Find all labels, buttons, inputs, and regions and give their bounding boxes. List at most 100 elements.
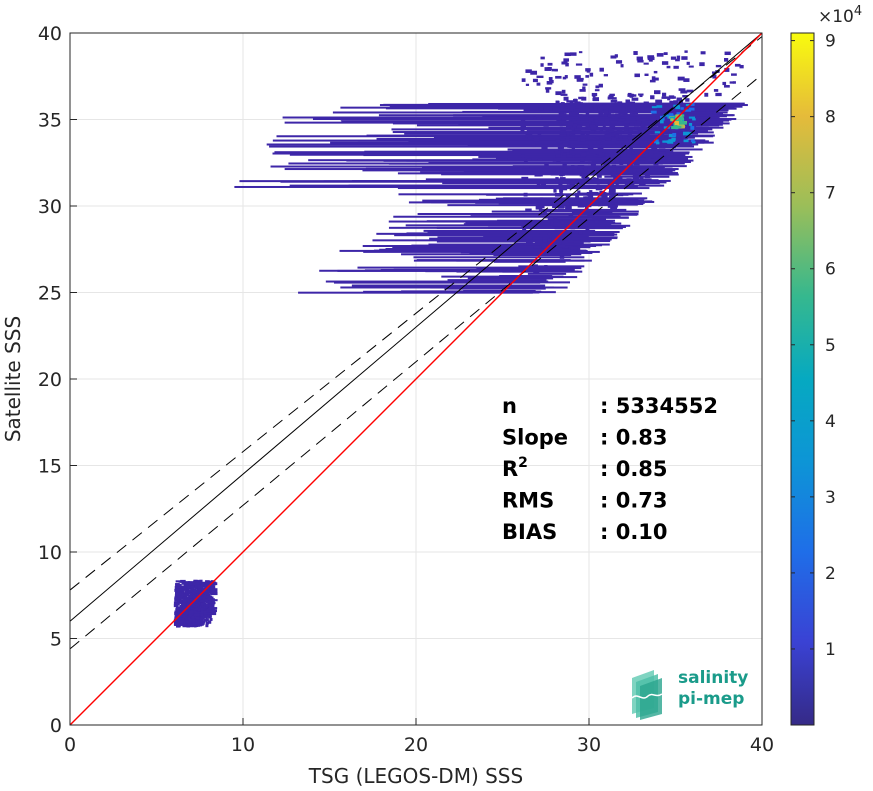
density-cell bbox=[552, 205, 558, 208]
density-cell bbox=[179, 623, 185, 626]
density-cell bbox=[589, 107, 594, 111]
density-cell bbox=[182, 599, 186, 603]
density-streak bbox=[388, 226, 619, 229]
density-cell bbox=[637, 126, 643, 130]
density-cell bbox=[536, 75, 544, 78]
density-cell bbox=[684, 109, 692, 112]
density-cell bbox=[538, 107, 544, 111]
density-cell bbox=[724, 67, 730, 72]
density-cell bbox=[198, 582, 203, 587]
density-cell bbox=[690, 102, 695, 106]
density-cell bbox=[622, 198, 627, 203]
density-cell bbox=[636, 108, 641, 111]
density-cell bbox=[189, 595, 193, 599]
density-streak bbox=[385, 116, 707, 119]
density-cell bbox=[580, 168, 584, 173]
density-cell bbox=[598, 197, 604, 202]
density-cell bbox=[639, 94, 643, 98]
density-cell bbox=[587, 127, 592, 130]
density-cell bbox=[199, 579, 203, 583]
density-cell bbox=[547, 66, 552, 71]
density-cell bbox=[202, 600, 206, 604]
density-cell bbox=[576, 126, 583, 130]
density-cell bbox=[203, 584, 207, 588]
density-cell bbox=[564, 75, 568, 79]
density-cell bbox=[192, 619, 196, 623]
density-cell bbox=[599, 129, 603, 133]
density-streak bbox=[289, 153, 686, 156]
density-cell bbox=[629, 123, 635, 127]
density-cell bbox=[562, 142, 568, 146]
density-cell bbox=[583, 165, 588, 170]
density-cell bbox=[608, 167, 614, 172]
density-cell bbox=[570, 52, 577, 56]
density-streak bbox=[512, 149, 674, 152]
density-cell bbox=[596, 136, 600, 140]
density-cell bbox=[561, 61, 568, 65]
density-cell bbox=[687, 132, 692, 135]
density-streak bbox=[430, 286, 568, 289]
density-cell bbox=[681, 136, 689, 140]
density-cell bbox=[624, 120, 630, 124]
density-cell bbox=[628, 168, 633, 173]
density-cell bbox=[557, 171, 561, 175]
density-cell bbox=[660, 120, 664, 124]
density-cell bbox=[553, 217, 558, 221]
density-cell bbox=[208, 600, 212, 604]
density-cell bbox=[590, 164, 596, 167]
density-cell bbox=[676, 112, 681, 115]
logo-line-1: salinity bbox=[678, 668, 748, 688]
density-cell bbox=[199, 623, 203, 627]
density-cell bbox=[545, 87, 552, 90]
density-cell bbox=[636, 120, 642, 124]
density-cell bbox=[189, 623, 193, 627]
density-cell bbox=[651, 106, 657, 109]
density-cell bbox=[183, 621, 187, 625]
density-cell bbox=[644, 107, 652, 111]
y-tick-label: 20 bbox=[38, 369, 62, 391]
density-cell bbox=[617, 154, 621, 158]
density-cell bbox=[683, 131, 690, 136]
density-cell bbox=[674, 130, 682, 133]
density-cell bbox=[565, 104, 571, 107]
density-cell bbox=[601, 139, 606, 142]
density-cell bbox=[614, 133, 619, 136]
density-cell bbox=[624, 183, 629, 187]
density-cell bbox=[684, 50, 688, 53]
density-cell bbox=[724, 58, 729, 62]
density-cell bbox=[636, 116, 642, 120]
density-cell bbox=[653, 146, 658, 151]
density-cell bbox=[661, 96, 667, 99]
density-cell bbox=[644, 73, 649, 76]
density-cell bbox=[578, 182, 585, 185]
density-cell bbox=[678, 117, 684, 121]
density-cell bbox=[525, 83, 530, 86]
density-cell bbox=[645, 142, 649, 145]
density-streak bbox=[270, 165, 673, 168]
density-streak bbox=[558, 238, 612, 241]
density-cell bbox=[620, 153, 627, 157]
identity-line bbox=[69, 32, 763, 726]
density-cell bbox=[676, 55, 681, 60]
density-cell bbox=[583, 123, 590, 127]
density-cell bbox=[704, 92, 709, 97]
density-cell bbox=[211, 602, 215, 606]
density-cell bbox=[526, 158, 532, 161]
density-cell bbox=[535, 205, 543, 210]
density-cell bbox=[210, 598, 215, 602]
density-cell bbox=[568, 213, 574, 217]
density-cell bbox=[210, 600, 215, 604]
density-cell bbox=[589, 124, 596, 127]
density-cell bbox=[578, 114, 584, 118]
density-cell bbox=[562, 163, 567, 167]
density-streak bbox=[392, 131, 694, 134]
density-cell bbox=[559, 172, 563, 175]
density-cell bbox=[195, 607, 199, 611]
density-cell bbox=[570, 143, 574, 146]
density-cell bbox=[574, 128, 582, 132]
density-cell bbox=[639, 181, 644, 184]
density-cell bbox=[596, 174, 602, 178]
density-cell bbox=[585, 103, 592, 108]
density-cell bbox=[662, 116, 668, 120]
